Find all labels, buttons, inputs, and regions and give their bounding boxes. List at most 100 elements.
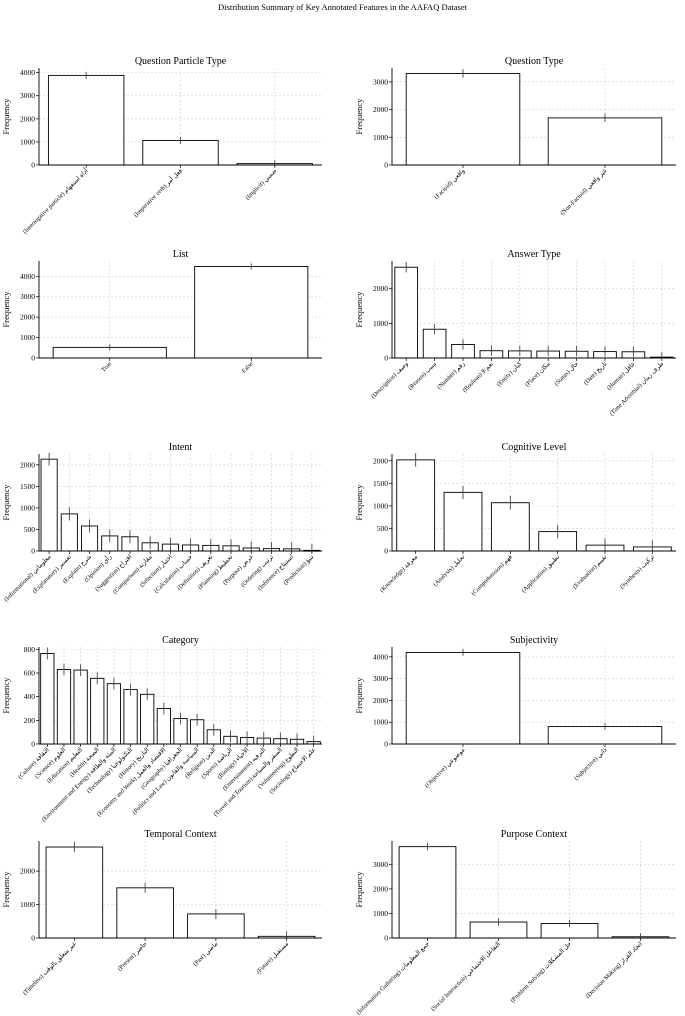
chart-panel-category: Category0200400600800Frequency(Culture) … bbox=[1, 635, 322, 823]
x-tick-label: False bbox=[240, 360, 254, 374]
bar-1 bbox=[396, 459, 436, 552]
chart-title: Cognitive Level bbox=[502, 442, 567, 453]
chart-title: Temporal Context bbox=[144, 829, 217, 840]
bar-6 bbox=[123, 689, 138, 745]
x-tick-label: (Date) تاريخ bbox=[582, 360, 608, 386]
x-tick-label: (Problem Solving) حل المشكلات bbox=[509, 940, 573, 1004]
y-tick-label: 1000 bbox=[20, 137, 35, 146]
y-tick-label: 2000 bbox=[373, 105, 388, 114]
x-tick-label: (Objective) موضوعي bbox=[424, 746, 467, 789]
chart-title: Question Particle Type bbox=[135, 56, 227, 67]
y-axis-label: Frequency bbox=[354, 871, 364, 908]
x-tick-label: (Present) حاضر bbox=[117, 940, 149, 972]
y-tick-label: 2000 bbox=[20, 313, 35, 322]
y-tick-label: 400 bbox=[24, 692, 36, 701]
y-tick-label: 600 bbox=[24, 669, 36, 678]
y-tick-label: 2000 bbox=[373, 456, 388, 465]
bar-2 bbox=[142, 140, 219, 166]
x-tick-label: (Interrogative particle) أداة استفهام bbox=[20, 166, 90, 236]
y-tick-label: 0 bbox=[384, 547, 388, 556]
chart-panel-question-particle-type: Question Particle Type 0 1000 2000 3000 4000 F… bbox=[1, 56, 322, 235]
y-tick-label: 0 bbox=[384, 161, 388, 170]
y-tick-label: 3000 bbox=[20, 292, 35, 301]
chart-title: Question Type bbox=[505, 56, 564, 67]
chart-title: Purpose Context bbox=[501, 829, 568, 840]
y-tick-label: 1000 bbox=[20, 900, 35, 909]
y-tick-label: 2000 bbox=[20, 460, 35, 469]
bar-1 bbox=[40, 653, 55, 745]
x-tick-label: (Comprehension) فهم bbox=[470, 553, 514, 597]
chart-title: Subjectivity bbox=[510, 635, 558, 646]
chart-title: Intent bbox=[169, 442, 193, 453]
x-tick-label: (Description) وصف bbox=[370, 360, 410, 400]
y-tick-label: 500 bbox=[377, 524, 389, 533]
y-tick-label: 0 bbox=[31, 161, 35, 170]
x-tick-label: (Place) مكان bbox=[524, 360, 552, 388]
y-tick-label: 3000 bbox=[373, 860, 388, 869]
x-tick-label: (Knowledge) معرفة bbox=[379, 553, 419, 593]
y-tick-label: 2000 bbox=[20, 114, 35, 123]
y-axis-label: Frequency bbox=[1, 677, 11, 714]
y-tick-label: 4000 bbox=[20, 68, 35, 77]
x-tick-label: (Human) عاقل bbox=[606, 360, 637, 391]
x-tick-label: (Timeless) غير متعلق بالوقت bbox=[22, 940, 78, 996]
x-tick-label: (Information Gathering) جمع المعلومات bbox=[355, 940, 431, 1016]
y-tick-label: 2000 bbox=[20, 867, 35, 876]
y-tick-label: 1000 bbox=[20, 333, 35, 342]
x-tick-label: (Number) رقم bbox=[436, 360, 466, 390]
x-tick-label: (Inference) استنتاج bbox=[257, 553, 296, 592]
chart-panel-subjectivity: Subjectivity 0 1000 2000 3000 4000 Frequency (O… bbox=[354, 635, 676, 789]
chart-title: Category bbox=[162, 635, 199, 646]
y-tick-label: 4000 bbox=[373, 652, 388, 661]
bar-1 bbox=[398, 846, 457, 939]
y-tick-label: 3000 bbox=[373, 77, 388, 86]
chart-panel-temporal-context: Temporal Context 0 1000 2000 Frequency (Timel… bbox=[1, 829, 322, 997]
chart-panel-intent: Intent0500100015002000Frequency(Informat… bbox=[1, 442, 322, 603]
x-tick-label: (Future) مستقبل bbox=[255, 940, 290, 975]
bar-1 bbox=[405, 73, 521, 166]
y-axis-label: Frequency bbox=[1, 871, 11, 908]
y-tick-label: 0 bbox=[31, 740, 35, 749]
y-tick-label: 1000 bbox=[373, 718, 388, 727]
x-tick-label: (Social Interaction) التفاعل الاجتماعي bbox=[430, 940, 502, 1012]
x-tick-label: (Non-Factoid) غير واقعي bbox=[559, 167, 608, 216]
x-tick-label: (Implicit) ضمني bbox=[244, 167, 278, 201]
bar-1 bbox=[394, 266, 419, 359]
x-tick-label: (Subjective) ذاتي bbox=[573, 746, 609, 782]
bar-7 bbox=[140, 693, 155, 745]
x-tick-label: (Entity) كيان bbox=[496, 360, 524, 388]
x-tick-label: (Application) تطبيق bbox=[520, 553, 561, 594]
chart-panel-list: List 0 1000 2000 3000 4000 Frequency True False bbox=[1, 249, 322, 375]
y-tick-label: 2000 bbox=[373, 284, 388, 293]
bar-3 bbox=[490, 502, 530, 552]
bar-3 bbox=[73, 669, 88, 745]
y-axis-label: Frequency bbox=[1, 291, 11, 328]
x-tick-label: (Status) حال bbox=[553, 360, 580, 387]
bar-2 bbox=[56, 669, 72, 745]
bar-1 bbox=[45, 846, 104, 939]
bar-5 bbox=[106, 683, 122, 745]
y-tick-label: 0 bbox=[384, 934, 388, 943]
y-tick-label: 200 bbox=[24, 716, 36, 725]
x-tick-label: (Past) ماضي bbox=[192, 940, 219, 967]
x-tick-label: (Reason) سبب bbox=[407, 360, 438, 391]
bar-1 bbox=[40, 458, 58, 552]
bar-2 bbox=[547, 117, 663, 166]
y-axis-label: Frequency bbox=[1, 98, 11, 135]
x-tick-label: (Synthesis) تركيب bbox=[619, 553, 656, 590]
y-tick-label: 800 bbox=[24, 645, 36, 654]
y-tick-label: 0 bbox=[384, 740, 388, 749]
y-tick-label: 500 bbox=[24, 525, 36, 534]
bar-1 bbox=[405, 651, 521, 745]
y-tick-label: 3000 bbox=[373, 674, 388, 683]
bar-4 bbox=[90, 677, 105, 745]
x-tick-label: (Decision Making) اتخاذ القرار bbox=[585, 940, 645, 1000]
bar-2 bbox=[116, 887, 174, 939]
y-axis-label: Frequency bbox=[1, 484, 11, 521]
y-tick-label: 0 bbox=[384, 354, 388, 363]
y-axis-label: Frequency bbox=[354, 677, 364, 714]
y-axis-label: Frequency bbox=[354, 484, 364, 521]
y-tick-label: 4000 bbox=[20, 272, 35, 281]
chart-panel-purpose-context: Purpose Context 0 1000 2000 3000 Frequency (In… bbox=[354, 829, 676, 1016]
